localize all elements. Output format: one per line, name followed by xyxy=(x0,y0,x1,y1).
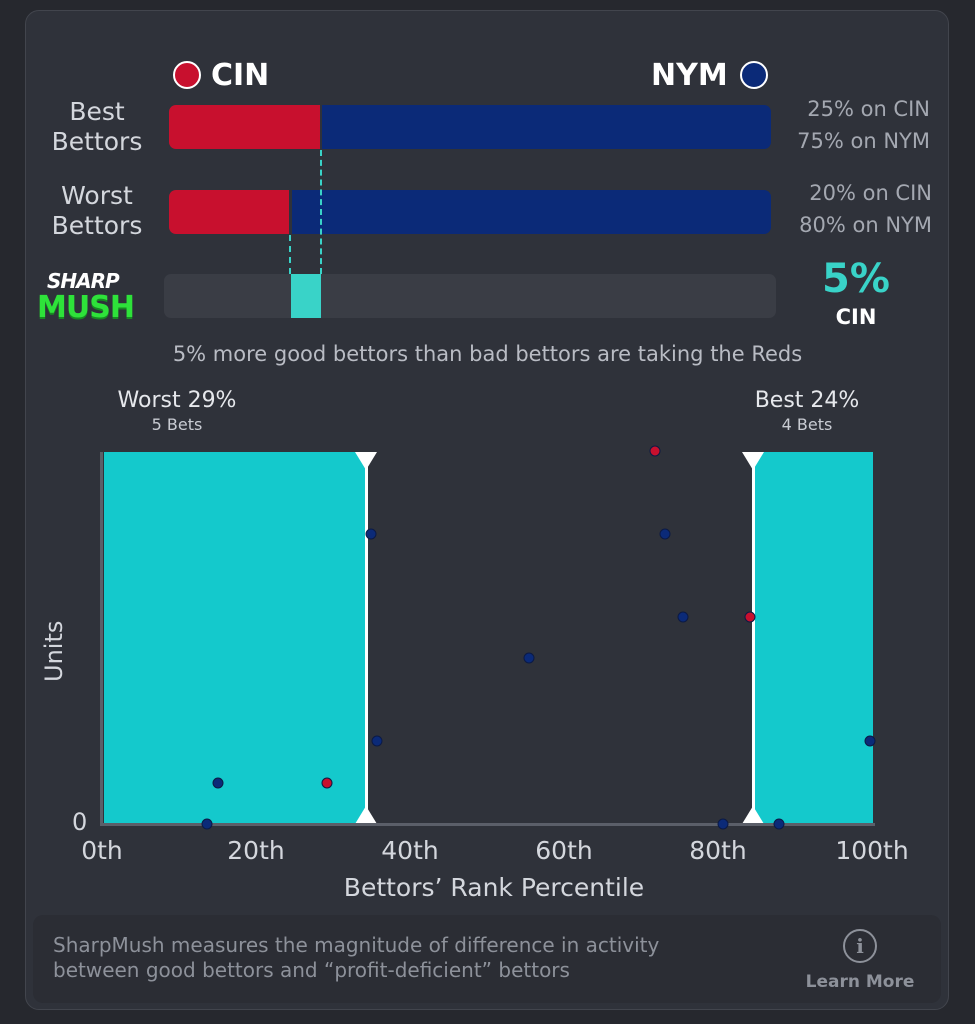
cin-team-dot xyxy=(173,61,201,89)
learn-more-label: Learn More xyxy=(805,972,915,992)
best-bettors-split: 25% on CIN 75% on NYM xyxy=(797,97,930,153)
x-tick-label: 40th xyxy=(381,836,439,865)
y-axis-label: Units xyxy=(40,620,68,682)
nym-bet-point[interactable] xyxy=(773,818,785,830)
x-tick-label: 0th xyxy=(81,836,123,865)
best-zone-label: Best 24% 4 Bets xyxy=(754,388,860,434)
worst-cutoff-bottom-marker xyxy=(355,806,377,824)
cin-team-label: CIN xyxy=(211,58,270,93)
worst-cutoff-top-marker xyxy=(355,452,377,470)
learn-more-button[interactable]: i Learn More xyxy=(800,929,920,995)
nym-bet-point[interactable] xyxy=(523,652,535,664)
best-cutoff-line xyxy=(752,452,755,824)
footer-description: SharpMush measures the magnitude of diff… xyxy=(53,933,660,982)
sharpmush-diff-fill xyxy=(291,274,321,318)
x-tick-label: 100th xyxy=(835,836,909,865)
best-bettors-bar xyxy=(169,105,771,149)
nym-bet-point[interactable] xyxy=(201,818,213,830)
sharpmush-logo: SHARP MUSH xyxy=(37,269,135,325)
x-axis-label: Bettors’ Rank Percentile xyxy=(343,873,645,902)
nym-bet-point[interactable] xyxy=(659,528,671,539)
worst-bettors-split: 20% on CIN 80% on NYM xyxy=(799,181,932,237)
worst-nym-segment xyxy=(292,190,771,234)
best-split-guide xyxy=(320,150,322,274)
nym-team-dot xyxy=(740,61,768,89)
nym-bet-point[interactable] xyxy=(365,528,377,539)
best-zone xyxy=(753,452,873,824)
best-cutoff-bottom-marker xyxy=(742,806,764,824)
worst-split-guide xyxy=(289,235,291,274)
sharpmush-value: 5% xyxy=(822,256,890,302)
sharpmush-summary: 5% more good bettors than bad bettors ar… xyxy=(172,342,803,366)
worst-cin-segment xyxy=(169,190,289,234)
nym-bet-point[interactable] xyxy=(371,735,383,747)
best-nym-segment xyxy=(322,105,771,149)
worst-zone-label: Worst 29% 5 Bets xyxy=(117,388,237,434)
y-axis xyxy=(100,452,103,826)
best-cin-segment xyxy=(169,105,320,149)
cin-bet-point[interactable] xyxy=(744,611,756,622)
nym-bet-point[interactable] xyxy=(212,777,224,788)
x-axis xyxy=(100,823,875,826)
sharpmush-bar xyxy=(164,274,776,318)
x-tick-label: 60th xyxy=(535,836,593,865)
x-tick-label: 80th xyxy=(689,836,747,865)
nym-bet-point[interactable] xyxy=(864,735,876,747)
best-bettors-label: Best Bettors xyxy=(51,97,143,156)
nym-bet-point[interactable] xyxy=(677,611,689,622)
footer-panel xyxy=(33,915,941,1003)
info-icon: i xyxy=(843,929,877,963)
worst-zone xyxy=(104,452,366,824)
x-tick-label: 20th xyxy=(227,836,285,865)
worst-bettors-label: Worst Bettors xyxy=(51,181,143,240)
sharpmush-team: CIN xyxy=(835,305,877,329)
worst-bettors-bar xyxy=(169,190,771,234)
best-cutoff-top-marker xyxy=(742,452,764,470)
cin-bet-point[interactable] xyxy=(321,777,333,788)
cin-bet-point[interactable] xyxy=(649,445,661,456)
y-zero-label: 0 xyxy=(72,808,88,836)
worst-cutoff-line xyxy=(365,452,368,824)
nym-bet-point[interactable] xyxy=(717,818,729,830)
nym-team-label: NYM xyxy=(651,58,728,93)
